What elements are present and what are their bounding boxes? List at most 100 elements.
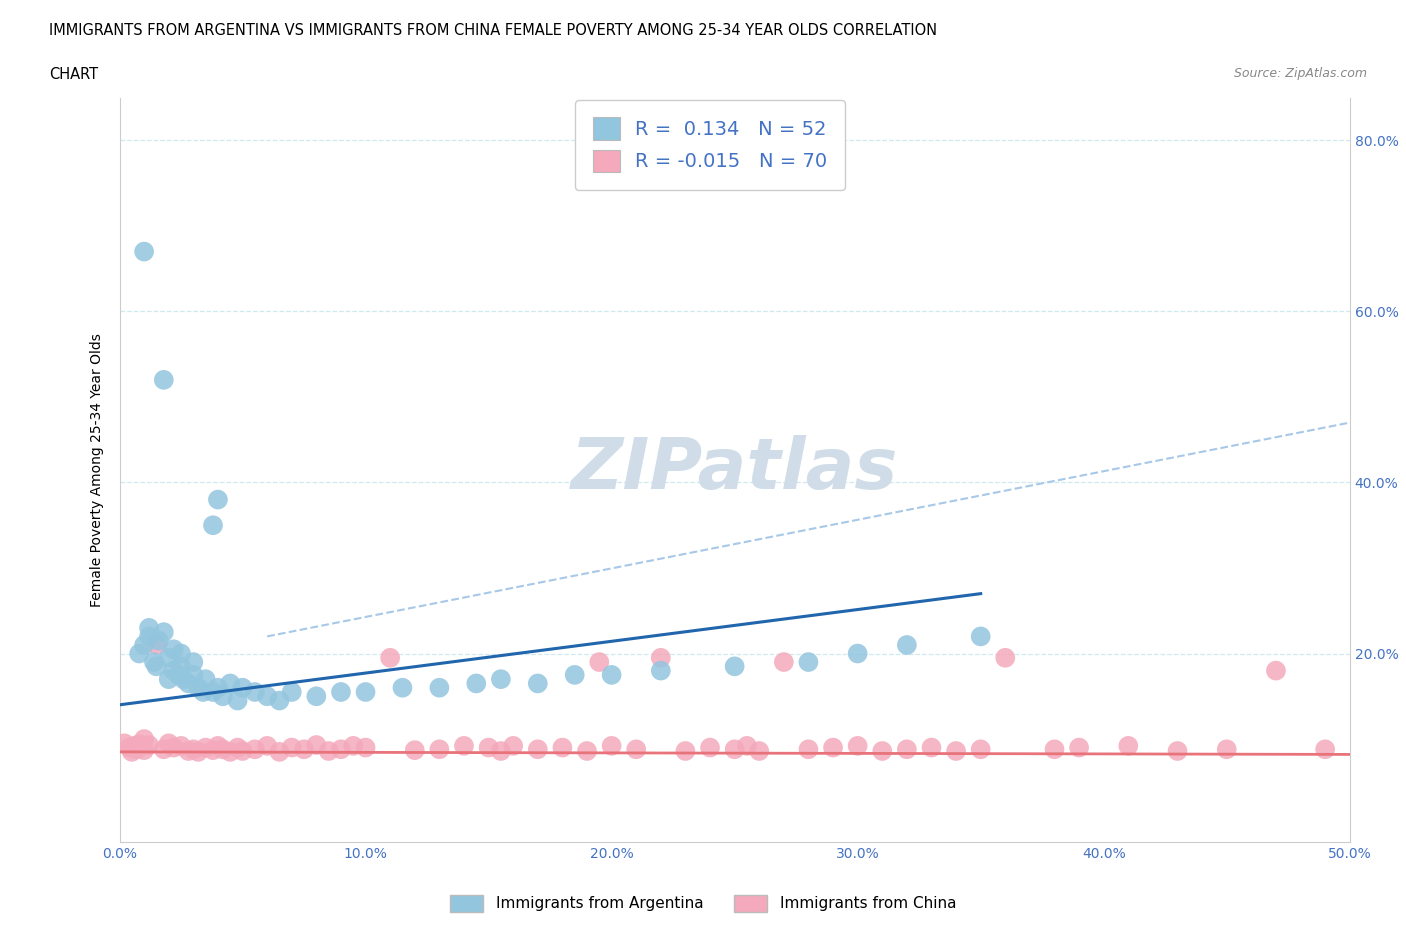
Point	[202, 684, 225, 699]
Point	[177, 676, 200, 691]
Point	[132, 638, 156, 653]
Point	[163, 642, 186, 657]
Point	[256, 738, 278, 753]
Point	[207, 680, 229, 695]
Point	[970, 629, 993, 644]
Point	[207, 492, 229, 507]
Point	[148, 633, 170, 648]
Point	[305, 737, 328, 752]
Point	[211, 689, 233, 704]
Point	[1216, 742, 1239, 757]
Point	[404, 743, 426, 758]
Point	[281, 740, 304, 755]
Point	[391, 680, 413, 695]
Point	[153, 372, 174, 387]
Point	[1265, 663, 1288, 678]
Point	[846, 646, 869, 661]
Point	[191, 684, 215, 699]
Point	[489, 671, 512, 686]
Point	[380, 650, 402, 665]
Point	[138, 620, 160, 635]
Point	[138, 629, 160, 644]
Point	[157, 736, 180, 751]
Point	[143, 655, 166, 670]
Point	[896, 638, 918, 653]
Point	[157, 671, 180, 686]
Point	[231, 744, 254, 759]
Point	[194, 740, 217, 755]
Text: ZIPatlas: ZIPatlas	[571, 435, 898, 504]
Point	[170, 646, 193, 661]
Point	[427, 742, 450, 757]
Point	[576, 744, 599, 759]
Point	[219, 676, 242, 691]
Point	[177, 744, 200, 759]
Point	[921, 740, 943, 755]
Point	[226, 740, 249, 755]
Point	[527, 742, 550, 757]
Point	[281, 684, 304, 699]
Point	[970, 742, 993, 757]
Point	[226, 693, 249, 708]
Point	[219, 744, 242, 759]
Point	[773, 655, 796, 670]
Point	[896, 742, 918, 757]
Point	[748, 744, 770, 759]
Point	[153, 625, 174, 640]
Point	[183, 742, 205, 757]
Point	[477, 740, 501, 755]
Point	[128, 737, 150, 751]
Text: Source: ZipAtlas.com: Source: ZipAtlas.com	[1233, 67, 1367, 80]
Point	[650, 663, 672, 678]
Point	[124, 738, 146, 753]
Point	[551, 740, 574, 755]
Point	[846, 738, 869, 753]
Point	[170, 738, 193, 753]
Point	[145, 638, 167, 653]
Point	[342, 738, 364, 753]
Point	[354, 740, 377, 755]
Point	[132, 743, 156, 758]
Point	[600, 668, 623, 683]
Point	[872, 744, 894, 759]
Point	[699, 740, 721, 755]
Point	[202, 743, 225, 758]
Point	[527, 676, 550, 691]
Point	[170, 658, 193, 673]
Point	[1166, 744, 1188, 759]
Point	[1118, 738, 1140, 753]
Legend: R =  0.134   N = 52, R = -0.015   N = 70: R = 0.134 N = 52, R = -0.015 N = 70	[575, 100, 845, 190]
Point	[1069, 740, 1091, 755]
Point	[354, 684, 377, 699]
Point	[329, 684, 352, 699]
Point	[132, 732, 156, 747]
Point	[502, 738, 524, 753]
Point	[145, 658, 167, 673]
Point	[675, 744, 697, 759]
Point	[207, 738, 229, 753]
Point	[138, 737, 160, 752]
Point	[243, 742, 266, 757]
Point	[318, 744, 340, 759]
Point	[256, 689, 278, 704]
Point	[821, 740, 844, 755]
Point	[163, 663, 186, 678]
Point	[118, 740, 141, 755]
Point	[183, 668, 205, 683]
Point	[797, 655, 820, 670]
Text: CHART: CHART	[49, 67, 98, 82]
Legend: Immigrants from Argentina, Immigrants from China: Immigrants from Argentina, Immigrants fr…	[444, 889, 962, 918]
Point	[163, 740, 186, 755]
Text: IMMIGRANTS FROM ARGENTINA VS IMMIGRANTS FROM CHINA FEMALE POVERTY AMONG 25-34 YE: IMMIGRANTS FROM ARGENTINA VS IMMIGRANTS …	[49, 23, 938, 38]
Point	[600, 738, 623, 753]
Point	[427, 680, 450, 695]
Point	[269, 744, 291, 759]
Point	[588, 655, 610, 670]
Point	[292, 742, 315, 757]
Point	[1043, 742, 1066, 757]
Point	[650, 650, 672, 665]
Point	[231, 680, 254, 695]
Point	[125, 742, 148, 757]
Point	[132, 245, 156, 259]
Point	[211, 742, 233, 757]
